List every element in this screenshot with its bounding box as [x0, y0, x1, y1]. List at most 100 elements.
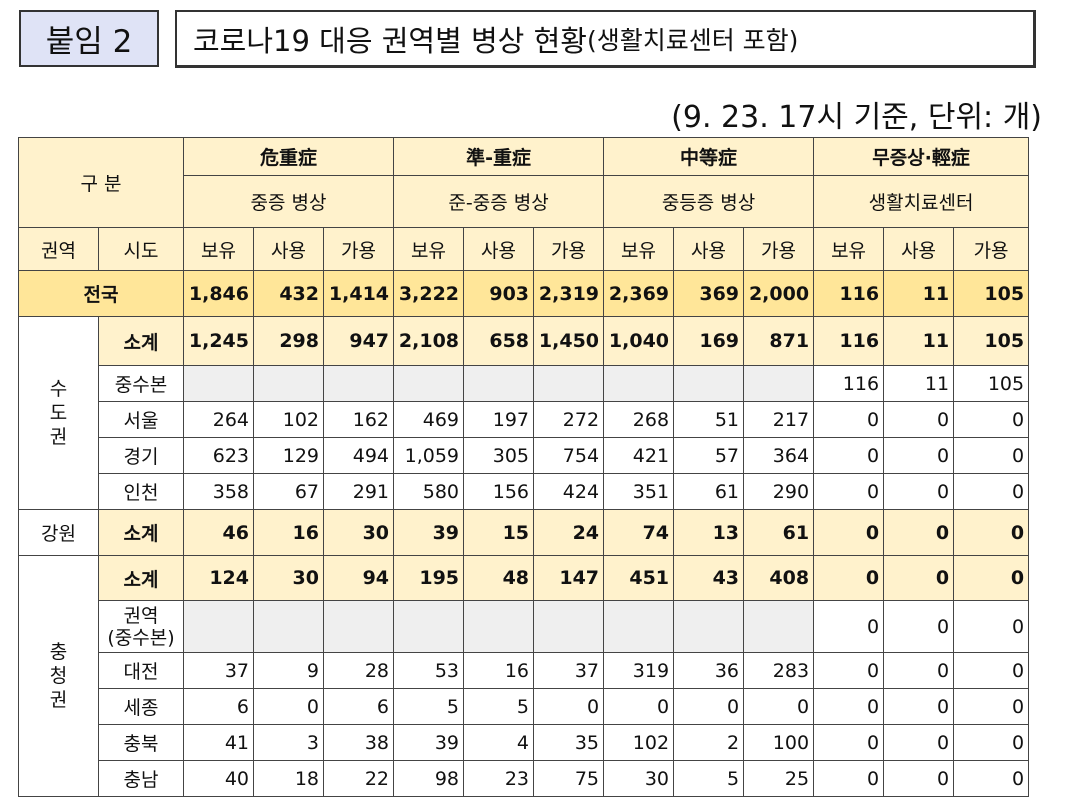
- sido-cell: 소계: [98, 509, 184, 556]
- title-main: 코로나19 대응 권역별 병상 현황: [193, 23, 587, 58]
- value-cell: 0: [883, 401, 955, 438]
- value-cell: 11: [883, 316, 955, 366]
- region-char: 권: [49, 426, 68, 448]
- value-cell: 0: [813, 555, 885, 601]
- value-cell: 0: [953, 509, 1030, 556]
- value-cell: 5: [673, 760, 745, 797]
- value-cell: 283: [743, 652, 815, 689]
- value-cell: 24: [533, 509, 605, 556]
- value-cell: 16: [253, 509, 324, 556]
- value-cell: [743, 600, 815, 653]
- value-cell: 0: [813, 652, 885, 689]
- sido-cell: 충북: [98, 724, 184, 761]
- region-gangwon: 강원: [18, 509, 99, 556]
- sido-cell: 서울: [98, 401, 184, 438]
- corner-header: 구 분: [18, 137, 184, 228]
- table-row: 서울 264 102 162 469 197 272 268 51 217 0 0 0: [19, 401, 1030, 438]
- value-cell: 0: [883, 555, 955, 601]
- value-cell: 0: [883, 760, 955, 797]
- table-row: 중수본 116 11 105: [19, 365, 1030, 402]
- value-cell: 3: [253, 724, 324, 761]
- value-cell: [533, 365, 605, 402]
- value-cell: 364: [743, 437, 815, 474]
- value-cell: [743, 365, 815, 402]
- sido-cell: 권역 (중수본): [98, 600, 184, 653]
- value-cell: 57: [673, 437, 745, 474]
- value-cell: 43: [673, 555, 745, 601]
- metric-header: 보유: [183, 227, 254, 271]
- group-name-0: 중증 병상: [182, 175, 395, 228]
- sido-cell: 소계: [98, 316, 184, 366]
- value-cell: 0: [953, 688, 1030, 725]
- group-hanja-3: 무증상·輕症: [813, 137, 1030, 176]
- value-cell: 2,000: [743, 270, 815, 317]
- value-cell: 0: [743, 688, 815, 725]
- region-char: 충: [49, 641, 68, 663]
- value-cell: 37: [533, 652, 605, 689]
- value-cell: 51: [673, 401, 745, 438]
- region-column-header: 권역: [18, 227, 99, 271]
- value-cell: 36: [673, 652, 745, 689]
- value-cell: 98: [393, 760, 465, 797]
- metric-header: 가용: [533, 227, 605, 271]
- value-cell: 217: [743, 401, 815, 438]
- value-cell: [603, 600, 675, 653]
- value-cell: 0: [813, 724, 885, 761]
- metric-header: 사용: [463, 227, 535, 271]
- value-cell: 432: [253, 270, 324, 317]
- sido-line-2: (중수본): [107, 626, 175, 649]
- value-cell: 116: [813, 270, 885, 317]
- value-cell: 268: [603, 401, 675, 438]
- value-cell: 0: [953, 652, 1030, 689]
- value-cell: 1,450: [533, 316, 605, 366]
- value-cell: 23: [463, 760, 535, 797]
- total-row: 전국 1,846 432 1,414 3,222 903 2,319 2,369 369 2,00…: [18, 270, 1030, 317]
- sido-column-header: 시도: [98, 227, 184, 271]
- value-cell: 1,059: [393, 437, 465, 474]
- metric-header: 가용: [322, 227, 395, 271]
- value-cell: 5: [463, 688, 535, 725]
- value-cell: 22: [322, 760, 395, 797]
- value-cell: 6: [183, 688, 254, 725]
- metric-header: 가용: [953, 227, 1030, 271]
- value-cell: 15: [463, 509, 535, 556]
- value-cell: 100: [743, 724, 815, 761]
- value-cell: 75: [533, 760, 605, 797]
- value-cell: [253, 600, 324, 653]
- title-sub: (생활치료센터 포함): [586, 25, 799, 55]
- value-cell: 351: [603, 473, 675, 510]
- value-cell: 197: [463, 401, 535, 438]
- value-cell: [322, 365, 395, 402]
- value-cell: 169: [673, 316, 745, 366]
- value-cell: 147: [533, 555, 605, 601]
- value-cell: 623: [183, 437, 254, 474]
- value-cell: 494: [322, 437, 395, 474]
- basis-note: (9. 23. 17시 기준, 단위: 개): [671, 100, 1042, 135]
- value-cell: 61: [743, 509, 815, 556]
- region-char: 수: [49, 378, 68, 400]
- table-row: 충 청 권 소계 124 30 94 195 48 147 451 43 408 0 0 0: [18, 555, 1030, 797]
- sido-cell: 소계: [98, 555, 184, 601]
- metric-header: 보유: [813, 227, 885, 271]
- value-cell: 102: [603, 724, 675, 761]
- metric-header: 보유: [603, 227, 675, 271]
- value-cell: 30: [253, 555, 324, 601]
- value-cell: 871: [743, 316, 815, 366]
- value-cell: 0: [253, 688, 324, 725]
- value-cell: 0: [813, 760, 885, 797]
- value-cell: 13: [673, 509, 745, 556]
- value-cell: 0: [953, 437, 1030, 474]
- value-cell: 0: [953, 473, 1030, 510]
- value-cell: 0: [813, 688, 885, 725]
- value-cell: 947: [322, 316, 395, 366]
- value-cell: 2,108: [393, 316, 465, 366]
- value-cell: [533, 600, 605, 653]
- value-cell: 1,040: [603, 316, 675, 366]
- value-cell: 74: [603, 509, 675, 556]
- table-row: 세종 6 0 6 5 5 0 0 0 0 0 0 0: [19, 688, 1030, 725]
- value-cell: 298: [253, 316, 324, 366]
- value-cell: 421: [603, 437, 675, 474]
- value-cell: 116: [813, 316, 885, 366]
- value-cell: 0: [883, 437, 955, 474]
